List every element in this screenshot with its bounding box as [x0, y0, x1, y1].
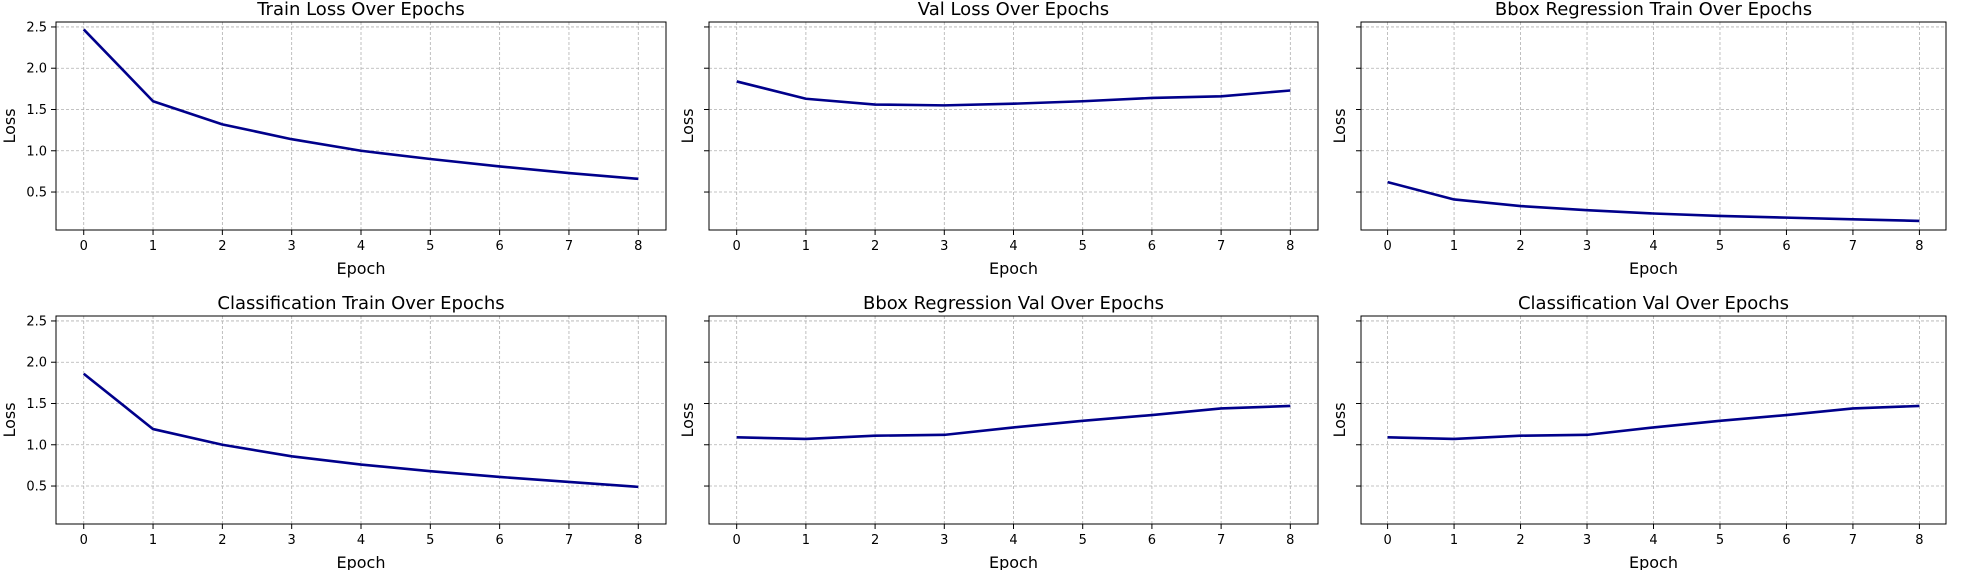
- x-tick-label: 6: [1148, 239, 1156, 254]
- x-tick-label: 8: [1286, 533, 1294, 548]
- x-tick-label: 6: [1148, 533, 1156, 548]
- x-tick-label: 3: [288, 239, 296, 254]
- x-tick-label: 0: [1383, 239, 1391, 254]
- x-tick-label: 1: [149, 239, 157, 254]
- x-axis-label: Epoch: [337, 553, 386, 570]
- x-tick-label: 2: [871, 239, 879, 254]
- x-tick-label: 5: [426, 533, 434, 548]
- chart-title: Train Loss Over Epochs: [256, 0, 465, 20]
- x-tick-label: 5: [1079, 533, 1087, 548]
- x-tick-label: 8: [1286, 239, 1294, 254]
- x-axis-label: Epoch: [1629, 259, 1678, 278]
- x-tick-label: 4: [357, 239, 365, 254]
- x-tick-label: 7: [565, 533, 573, 548]
- y-tick-label: 0.5: [26, 480, 47, 495]
- x-tick-label: 8: [634, 239, 642, 254]
- x-axis-label: Epoch: [1629, 553, 1678, 570]
- plot-frame: [1360, 315, 1947, 525]
- plot-frame: [55, 21, 667, 231]
- y-tick-label: 2.0: [26, 62, 47, 77]
- chart-panel-1: 0 1 2 3 4 5 6 7 8 0.5 1.0 1.5 2.0 2.5 Train Loss Over …: [0, 0, 667, 278]
- x-tick-label: 4: [1009, 533, 1017, 548]
- x-axis-label: Epoch: [989, 553, 1038, 570]
- x-tick-label: 7: [1849, 239, 1857, 254]
- x-tick-label: 6: [495, 239, 503, 254]
- x-tick-label: 2: [1516, 239, 1524, 254]
- x-tick-label: 5: [1716, 533, 1724, 548]
- x-tick-label: 2: [1516, 533, 1524, 548]
- x-tick-label: 4: [1649, 239, 1657, 254]
- x-tick-label: 7: [1217, 533, 1225, 548]
- plot-frame: [1360, 21, 1947, 231]
- x-tick-label: 0: [80, 239, 88, 254]
- y-tick-label: 1.0: [26, 438, 47, 453]
- y-tick-label: 1.5: [26, 397, 47, 412]
- chart-title: Bbox Regression Train Over Epochs: [1495, 0, 1812, 20]
- plot-frame: [708, 315, 1319, 525]
- x-tick-label: 8: [1915, 533, 1923, 548]
- y-tick-label: 2.5: [26, 314, 47, 329]
- x-tick-label: 6: [495, 533, 503, 548]
- y-axis-label: Loss: [678, 402, 697, 437]
- chart-title: Val Loss Over Epochs: [918, 0, 1109, 20]
- chart-title: Classification Train Over Epochs: [217, 293, 504, 314]
- y-tick-label: 1.0: [26, 144, 47, 159]
- plot-frame: [55, 315, 667, 525]
- x-tick-label: 1: [802, 239, 810, 254]
- y-axis-label: Loss: [0, 402, 19, 437]
- x-tick-label: 3: [288, 533, 296, 548]
- x-tick-label: 8: [634, 533, 642, 548]
- x-tick-label: 2: [218, 239, 226, 254]
- x-tick-label: 0: [1383, 533, 1391, 548]
- x-tick-label: 3: [1583, 239, 1591, 254]
- y-axis-label: Loss: [1330, 108, 1349, 143]
- x-tick-label: 5: [1079, 239, 1087, 254]
- x-tick-label: 7: [565, 239, 573, 254]
- x-tick-label: 1: [149, 533, 157, 548]
- loss-line: [82, 372, 639, 489]
- x-tick-label: 0: [80, 533, 88, 548]
- chart-panel-4: 0 1 2 3 4 5 6 7 8 0.5 1.0 1.5 2.0 2.5 Classification T…: [0, 293, 667, 570]
- chart-panel-2: 0 1 2 3 4 5 6 7 8 Val Loss Over Epochs Epoch Loss: [678, 0, 1319, 278]
- y-axis-label: Loss: [1330, 402, 1349, 437]
- x-tick-label: 3: [940, 239, 948, 254]
- y-tick-label: 0.5: [26, 186, 47, 201]
- x-tick-label: 5: [1716, 239, 1724, 254]
- x-tick-label: 4: [1009, 239, 1017, 254]
- x-tick-label: 1: [802, 533, 810, 548]
- x-tick-label: 3: [940, 533, 948, 548]
- x-tick-label: 6: [1782, 239, 1790, 254]
- x-tick-label: 5: [426, 239, 434, 254]
- x-tick-label: 4: [357, 533, 365, 548]
- y-axis-label: Loss: [0, 108, 19, 143]
- y-tick-label: 2.5: [26, 20, 47, 35]
- y-tick-label: 2.0: [26, 356, 47, 371]
- chart-title: Classification Val Over Epochs: [1518, 293, 1789, 314]
- chart-panel-6: 0 1 2 3 4 5 6 7 8 Classification Val Over Epochs E…: [1330, 293, 1947, 570]
- x-axis-label: Epoch: [337, 259, 386, 278]
- chart-panel-3: 0 1 2 3 4 5 6 7 8 Bbox Regression Train Over Epoc…: [1330, 0, 1947, 278]
- y-axis-label: Loss: [678, 108, 697, 143]
- plot-frame: [708, 21, 1319, 231]
- x-tick-label: 8: [1915, 239, 1923, 254]
- x-tick-label: 4: [1649, 533, 1657, 548]
- x-tick-label: 3: [1583, 533, 1591, 548]
- x-tick-label: 2: [218, 533, 226, 548]
- x-tick-label: 0: [733, 239, 741, 254]
- chart-title: Bbox Regression Val Over Epochs: [863, 293, 1164, 314]
- x-tick-label: 1: [1450, 533, 1458, 548]
- x-tick-label: 1: [1450, 239, 1458, 254]
- x-tick-label: 6: [1782, 533, 1790, 548]
- x-axis-label: Epoch: [989, 259, 1038, 278]
- y-tick-label: 1.5: [26, 103, 47, 118]
- chart-panel-5: 0 1 2 3 4 5 6 7 8 Bbox Regression Val Over Epochs…: [678, 293, 1319, 570]
- x-tick-label: 2: [871, 533, 879, 548]
- x-tick-label: 7: [1217, 239, 1225, 254]
- x-tick-label: 0: [733, 533, 741, 548]
- x-tick-label: 7: [1849, 533, 1857, 548]
